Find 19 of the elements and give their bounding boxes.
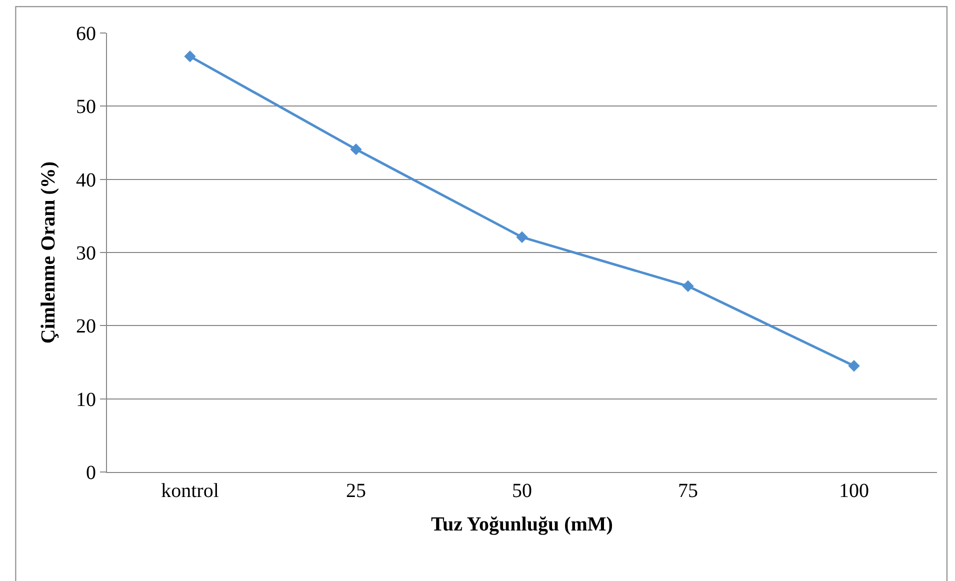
- y-tick-label: 50: [76, 96, 96, 118]
- x-tick-label: 75: [678, 480, 698, 502]
- point: [682, 280, 694, 292]
- y-tick-label: 40: [76, 169, 96, 192]
- point: [350, 143, 362, 156]
- y-axis-title: Çimlenme Oranı (%): [38, 161, 60, 344]
- point: [848, 360, 860, 372]
- y-tick-label: 20: [76, 316, 96, 338]
- y-tick-label: 60: [76, 23, 96, 45]
- point: [184, 50, 196, 62]
- y-tick-label: 30: [76, 242, 96, 264]
- x-tick-label: kontrol: [161, 480, 220, 502]
- x-tick-label: 100: [839, 480, 869, 502]
- x-tick-label: 25: [346, 480, 366, 502]
- x-axis-title: Tuz Yoğunluğu (mM): [431, 514, 613, 536]
- x-tick-label: 50: [512, 480, 532, 502]
- y-tick-label: 10: [76, 388, 96, 411]
- point: [516, 231, 528, 243]
- y-tick-label: 0: [86, 462, 96, 484]
